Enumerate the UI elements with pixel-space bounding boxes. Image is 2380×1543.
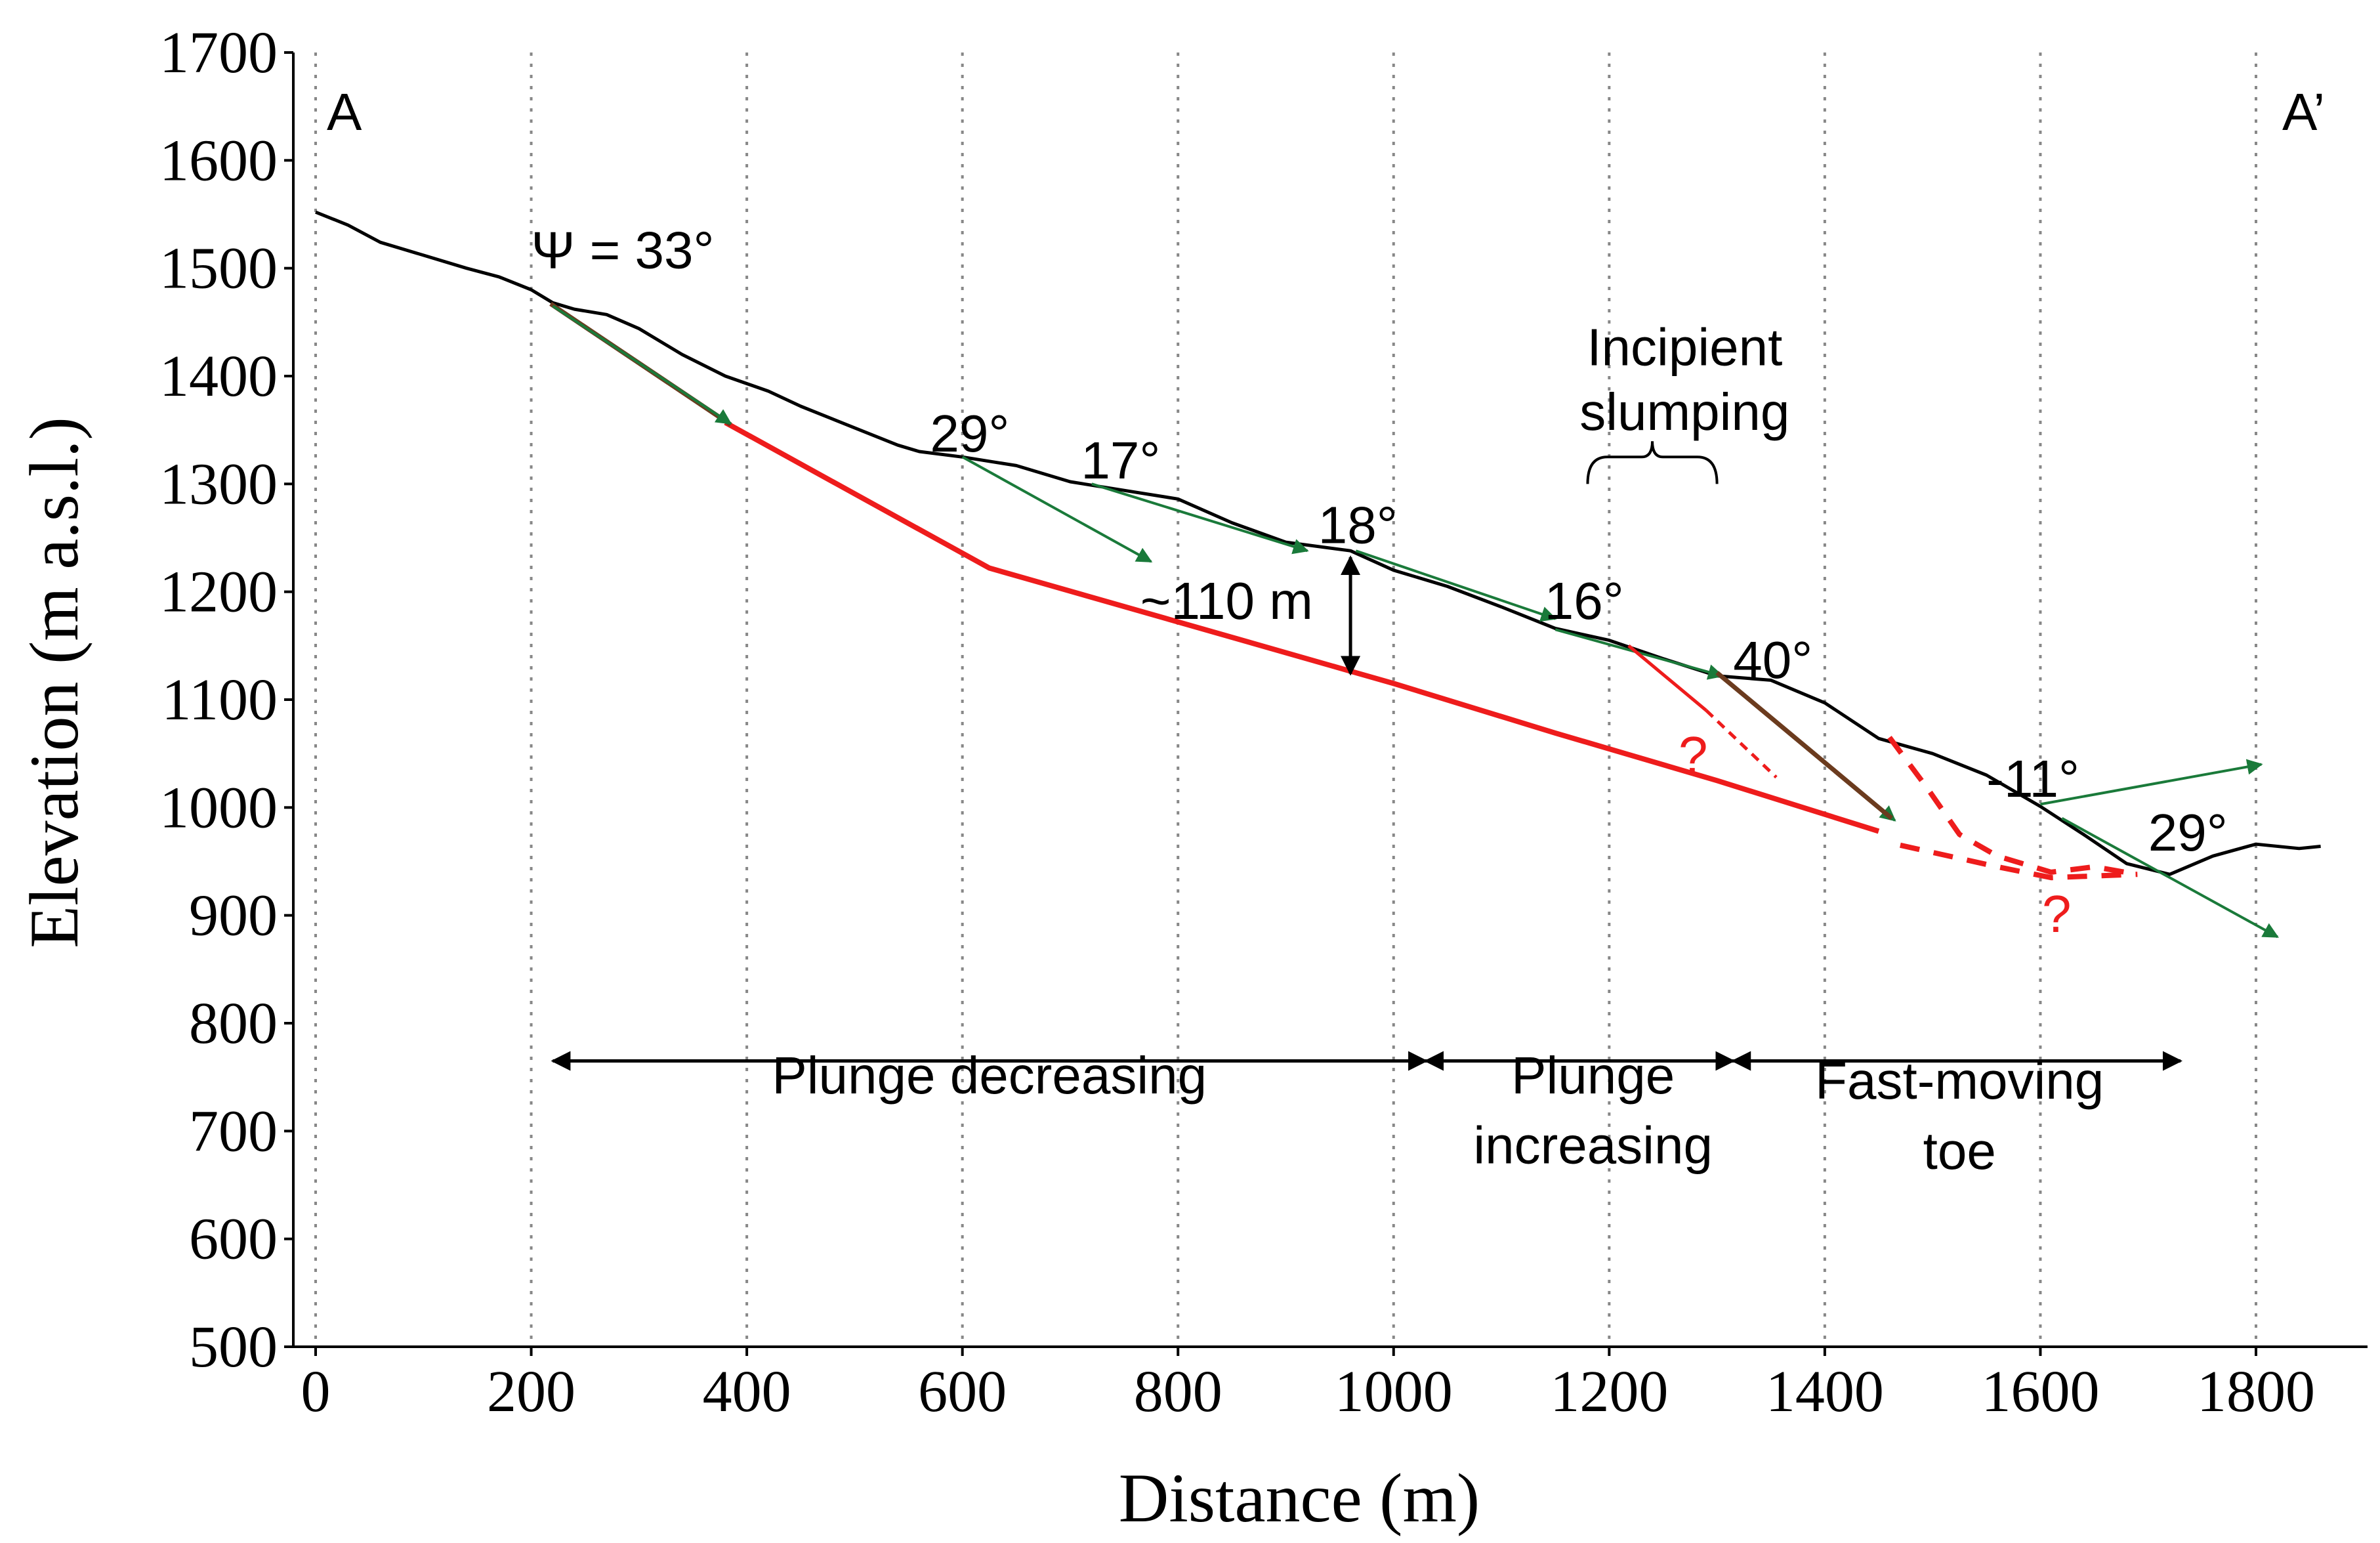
slump-scarp-solid xyxy=(1627,644,1707,712)
annotation-label: 29° xyxy=(2148,803,2228,862)
annotation-label: Plunge decreasing xyxy=(772,1046,1207,1105)
y-axis-ticks: 500 600 700 800 900 1000 1100 1200 1300 1400 1500 1… xyxy=(159,20,293,1380)
y-tick-label: 800 xyxy=(189,991,278,1056)
y-tick-label: 1700 xyxy=(159,20,278,85)
x-tick-label: 200 xyxy=(487,1359,575,1424)
ground-surface-line xyxy=(315,210,2321,876)
displacement-vector xyxy=(552,305,732,425)
x-tick-label: 600 xyxy=(918,1359,1007,1424)
slump-scarp-dashed xyxy=(1705,709,1778,779)
displacement-vector xyxy=(1091,482,1309,555)
question-mark-upper: ? xyxy=(1679,726,1708,784)
displacement-vector xyxy=(961,455,1153,563)
annotation-label: -11° xyxy=(1986,750,2079,808)
y-tick-label: 500 xyxy=(189,1315,278,1380)
annotation-label: 29° xyxy=(930,404,1009,463)
x-tick-label: 0 xyxy=(301,1359,331,1424)
annotation-label: toe xyxy=(1923,1122,1996,1180)
y-tick-label: 1000 xyxy=(159,775,278,840)
annotation-label: 17° xyxy=(1081,431,1160,490)
toe-extension-dashed-line xyxy=(1900,842,2138,881)
y-tick-label: 1300 xyxy=(159,452,278,517)
y-tick-label: 600 xyxy=(189,1207,278,1272)
x-tick-label: 400 xyxy=(703,1359,791,1424)
y-tick-label: 1500 xyxy=(159,236,278,301)
question-mark-lower: ? xyxy=(2042,885,2072,943)
section-label-end: A’ xyxy=(2282,83,2325,141)
incipient-slumping-brace xyxy=(1586,441,1719,484)
misc-marks xyxy=(1341,441,1893,820)
annotation-label: 16° xyxy=(1545,572,1624,630)
displacement-vectors xyxy=(552,305,2279,939)
annotation-label: slumping xyxy=(1579,383,1789,441)
annotation-label: Ψ = 33° xyxy=(532,221,715,280)
y-tick-label: 900 xyxy=(189,883,278,948)
y-tick-label: 1600 xyxy=(159,128,278,193)
x-tick-label: 1800 xyxy=(2197,1359,2315,1424)
annotation-label: increasing xyxy=(1473,1116,1713,1175)
annotation-label: Fast-moving xyxy=(1815,1051,2104,1110)
x-tick-label: 800 xyxy=(1134,1359,1222,1424)
basal-slip-surface-line xyxy=(724,420,1880,834)
x-axis-ticks: 0 200 400 600 800 1000 1200 1400 1600 1800 xyxy=(301,1347,2315,1424)
displacement-vector xyxy=(1355,549,1557,622)
section-label-start: A xyxy=(327,83,362,141)
annotation-label: ~110 m xyxy=(1140,572,1313,630)
y-axis-title: Elevation (m a.s.l.) xyxy=(16,417,93,948)
annotation-label: 40° xyxy=(1733,631,1812,689)
y-tick-label: 1200 xyxy=(159,560,278,625)
wedge-plane-line xyxy=(1715,671,1893,820)
annotation-label: Incipient xyxy=(1587,318,1782,377)
displacement-vector xyxy=(2061,817,2279,939)
y-tick-label: 1100 xyxy=(161,667,278,732)
y-tick-label: 700 xyxy=(189,1099,278,1164)
annotations: Ψ = 33° 29° 17° 18°~110 m 16° 40° -11° 29° Incip… xyxy=(532,221,2228,1180)
x-tick-label: 1400 xyxy=(1766,1359,1884,1424)
x-tick-label: 1600 xyxy=(1981,1359,2099,1424)
x-tick-label: 1200 xyxy=(1550,1359,1668,1424)
x-tick-label: 1000 xyxy=(1335,1359,1453,1424)
y-tick-label: 1400 xyxy=(159,344,278,409)
annotation-label: 18° xyxy=(1318,496,1398,555)
grid-lines xyxy=(314,53,2257,1347)
x-axis-title: Distance (m) xyxy=(1119,1460,1480,1536)
annotation-label: Plunge xyxy=(1511,1046,1675,1105)
displacement-vector xyxy=(2040,759,2263,806)
